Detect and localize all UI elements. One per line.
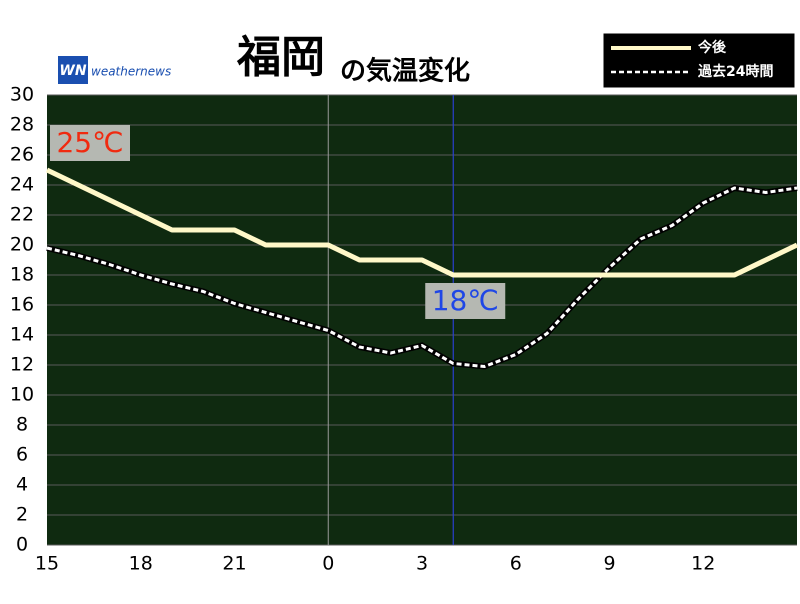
x-tick-label: 9 [603,553,615,575]
y-tick-label: 24 [10,174,34,196]
value-label-box [50,125,130,161]
brand-name: weathernews [91,65,171,79]
chart-title-suffix: の気温変化 [340,56,470,87]
y-tick-label: 28 [10,114,34,136]
x-tick-label: 18 [129,553,153,575]
y-tick-label: 4 [16,474,28,496]
chart-title: 福岡 [236,32,325,83]
y-tick-label: 6 [16,444,28,466]
legend-box [602,32,796,89]
y-tick-label: 10 [10,384,34,406]
legend-label: 過去24時間 [697,63,773,80]
value-label-box [425,283,506,319]
line [46,186,798,368]
y-tick-label: 12 [10,354,34,376]
y-tick-label: 18 [10,264,34,286]
x-tick-label: 0 [322,553,334,575]
y-tick-label: 30 [10,84,34,106]
x-tick-label: 21 [222,553,246,575]
value-label: 25℃ [56,126,123,159]
brand-logo-box [58,56,88,84]
line [45,167,799,278]
x-tick-label: 12 [691,553,715,575]
y-tick-label: 0 [16,534,28,556]
y-tick-label: 16 [10,294,34,316]
x-tick-label: 15 [35,553,59,575]
x-tick-label: 6 [510,553,522,575]
x-tick-label: 3 [416,553,428,575]
legend-label: 今後 [697,39,727,56]
value-label: 18℃ [432,284,499,317]
y-tick-label: 20 [10,234,34,256]
y-tick-label: 14 [10,324,34,346]
brand-logo: WN [59,63,86,79]
plot-area [47,95,797,545]
y-tick-label: 26 [10,144,34,166]
y-tick-label: 8 [16,414,28,436]
y-tick-label: 2 [16,504,28,526]
y-tick-label: 22 [10,204,34,226]
